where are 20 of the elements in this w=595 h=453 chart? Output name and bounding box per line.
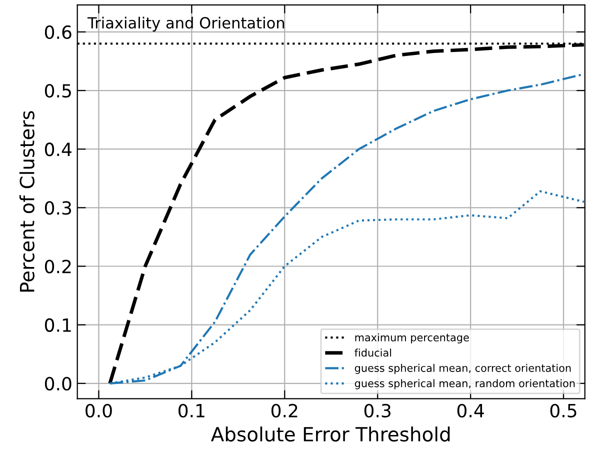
y-tick-label: 0.2 — [44, 260, 71, 274]
text: Triaxiality and Orientation — [87, 16, 284, 32]
legend-label: guess spherical mean, random orientation — [354, 379, 575, 390]
y-tick-label: 0.5 — [44, 84, 71, 98]
x-tick-label: 0.2 — [271, 404, 298, 418]
x-tick-label: 0.1 — [178, 404, 204, 418]
y-axis-title: Percent of Clusters — [19, 111, 34, 292]
x-tick-label: 0.4 — [457, 404, 484, 418]
x-tick-label: 0.3 — [364, 404, 391, 418]
legend-label: guess spherical mean, correct orientation — [354, 364, 571, 374]
legend-label: fiducial — [354, 348, 392, 357]
y-tick-label: 0.6 — [44, 25, 72, 40]
x-tick-label: 0.0 — [86, 404, 112, 418]
legend-label: maximum percentage — [355, 333, 469, 344]
y-tick-label: 0.4 — [44, 142, 72, 156]
y-tick-label: 0.3 — [44, 201, 72, 215]
x-tick-label: 0.5 — [550, 404, 576, 418]
x-axis-title: Absolute Error Threshold — [210, 426, 450, 442]
y-tick-label: 0.1 — [44, 318, 71, 332]
y-tick-label: 0.0 — [44, 376, 72, 391]
